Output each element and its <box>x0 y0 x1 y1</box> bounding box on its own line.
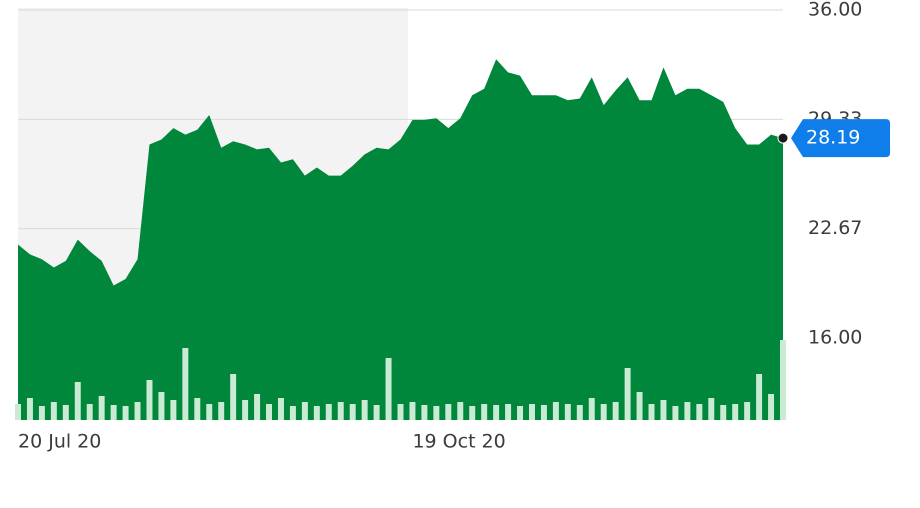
volume-bar <box>768 394 775 420</box>
last-price-label: 28.19 <box>806 127 860 149</box>
x-tick-label: 20 Jul 20 <box>18 431 101 453</box>
last-price-dot <box>777 132 789 144</box>
volume-bar <box>158 392 165 420</box>
volume-bar <box>552 402 559 420</box>
volume-bar <box>385 358 392 420</box>
volume-bar <box>110 405 117 420</box>
volume-bar <box>38 406 45 420</box>
volume-bar <box>421 405 428 420</box>
volume-bar <box>445 404 452 420</box>
volume-bar <box>433 406 440 420</box>
volume-bar <box>636 392 643 420</box>
volume-bar <box>26 398 33 420</box>
volume-bar <box>122 406 129 420</box>
volume-bar <box>277 398 284 420</box>
volume-bar <box>134 402 141 420</box>
volume-bar <box>349 404 356 420</box>
volume-bar <box>732 404 739 420</box>
volume-bar <box>397 404 404 420</box>
volume-bar <box>576 405 583 420</box>
volume-bar <box>612 402 619 420</box>
volume-bar <box>218 402 225 420</box>
volume-bar <box>325 404 332 420</box>
volume-bar <box>528 404 535 420</box>
volume-bar <box>409 402 416 420</box>
volume-bar <box>600 404 607 420</box>
volume-bar <box>648 404 655 420</box>
volume-bar <box>74 382 81 420</box>
volume-bar <box>373 405 380 420</box>
volume-bar <box>194 398 201 420</box>
price-area <box>18 59 783 420</box>
volume-bar <box>624 368 631 420</box>
volume-bar <box>672 406 679 420</box>
last-price-tag <box>791 119 890 158</box>
x-tick-label: 19 Oct 20 <box>412 431 505 453</box>
volume-bar <box>720 405 727 420</box>
volume-bar <box>301 402 308 420</box>
volume-bar <box>564 404 571 420</box>
volume-bar <box>361 400 368 420</box>
volume-bar <box>517 406 524 420</box>
volume-bar <box>242 400 249 420</box>
volume-bar <box>756 374 763 420</box>
volume-bar <box>457 402 464 420</box>
volume-bar <box>146 380 153 420</box>
volume-bar <box>469 406 476 420</box>
volume-bar <box>708 398 715 420</box>
volume-bar <box>170 400 177 420</box>
volume-bar <box>493 405 500 420</box>
volume-bar <box>660 400 667 420</box>
volume-bar <box>313 406 320 420</box>
volume-bar <box>266 404 273 420</box>
volume-bar <box>98 396 105 420</box>
volume-bar <box>289 406 296 420</box>
plot <box>15 59 786 420</box>
volume-bar <box>684 402 691 420</box>
volume-bar <box>505 404 512 420</box>
volume-bar <box>86 404 93 420</box>
volume-bar <box>182 348 189 420</box>
volume-bar <box>50 402 57 420</box>
y-tick-label: 36.00 <box>808 0 862 21</box>
volume-bar <box>696 404 703 420</box>
volume-bar <box>62 405 69 420</box>
volume-bar <box>744 402 751 420</box>
y-tick-label: 22.67 <box>808 217 862 239</box>
volume-bar <box>230 374 237 420</box>
volume-bar <box>15 404 21 420</box>
volume-bar <box>337 402 344 420</box>
volume-bar <box>540 405 547 420</box>
volume-bar <box>206 404 213 420</box>
y-tick-label: 16.00 <box>808 327 862 349</box>
volume-bar <box>780 340 786 420</box>
volume-bar <box>588 398 595 420</box>
volume-bar <box>254 394 261 420</box>
volume-bar <box>481 404 488 420</box>
